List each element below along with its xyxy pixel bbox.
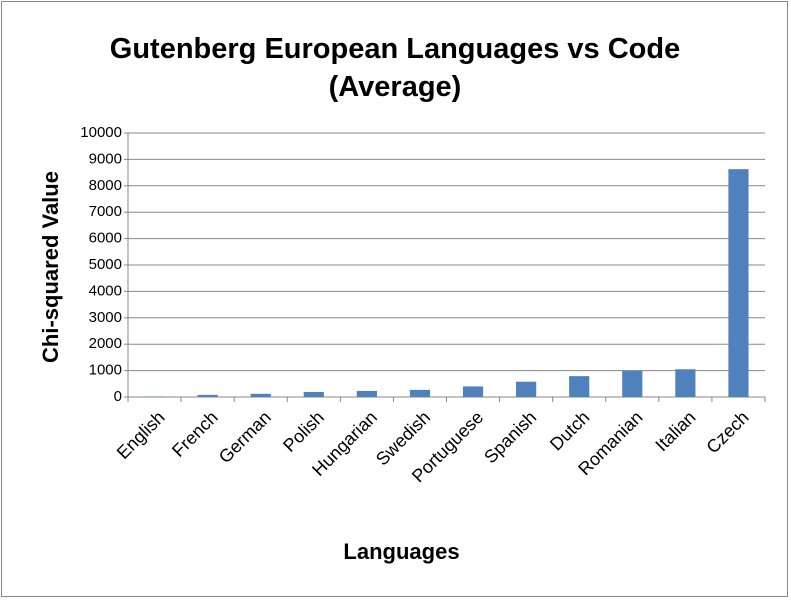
x-tick-label: Polish (279, 407, 328, 456)
y-tick-label: 7000 (89, 203, 122, 220)
bar (462, 386, 484, 397)
y-tick-label: 8000 (89, 177, 122, 194)
bar (356, 390, 377, 397)
x-axis-title: Languages (343, 539, 459, 564)
bar (516, 381, 537, 397)
y-tick-label: 9000 (89, 150, 122, 167)
x-tick-label: Czech (702, 407, 752, 457)
bar (675, 369, 696, 397)
y-tick-label: 5000 (89, 256, 122, 273)
x-tick-label: German (215, 407, 275, 467)
bar (622, 370, 643, 397)
bar (144, 396, 165, 397)
y-tick-label: 6000 (89, 230, 122, 247)
bar (197, 394, 218, 397)
y-axis-title: Chi-squared Value (38, 171, 63, 363)
x-tick-label: Dutch (546, 407, 593, 454)
y-tick-label: 10000 (80, 124, 122, 141)
bar (250, 393, 271, 397)
chart-title: Gutenberg European Languages vs Code (Av… (109, 33, 681, 103)
x-tick-label: English (113, 407, 169, 463)
y-tick-label: 0 (114, 388, 122, 405)
bar (728, 169, 749, 397)
x-tick-label: Spanish (480, 407, 540, 467)
bar (569, 376, 590, 397)
x-tick-label: Italian (651, 407, 699, 455)
y-tick-label: 1000 (89, 362, 122, 379)
bar (303, 391, 324, 397)
y-tick-label: 3000 (89, 309, 122, 326)
y-tick-label: 2000 (89, 335, 122, 352)
bar (409, 389, 431, 397)
y-tick-label: 4000 (89, 282, 122, 299)
